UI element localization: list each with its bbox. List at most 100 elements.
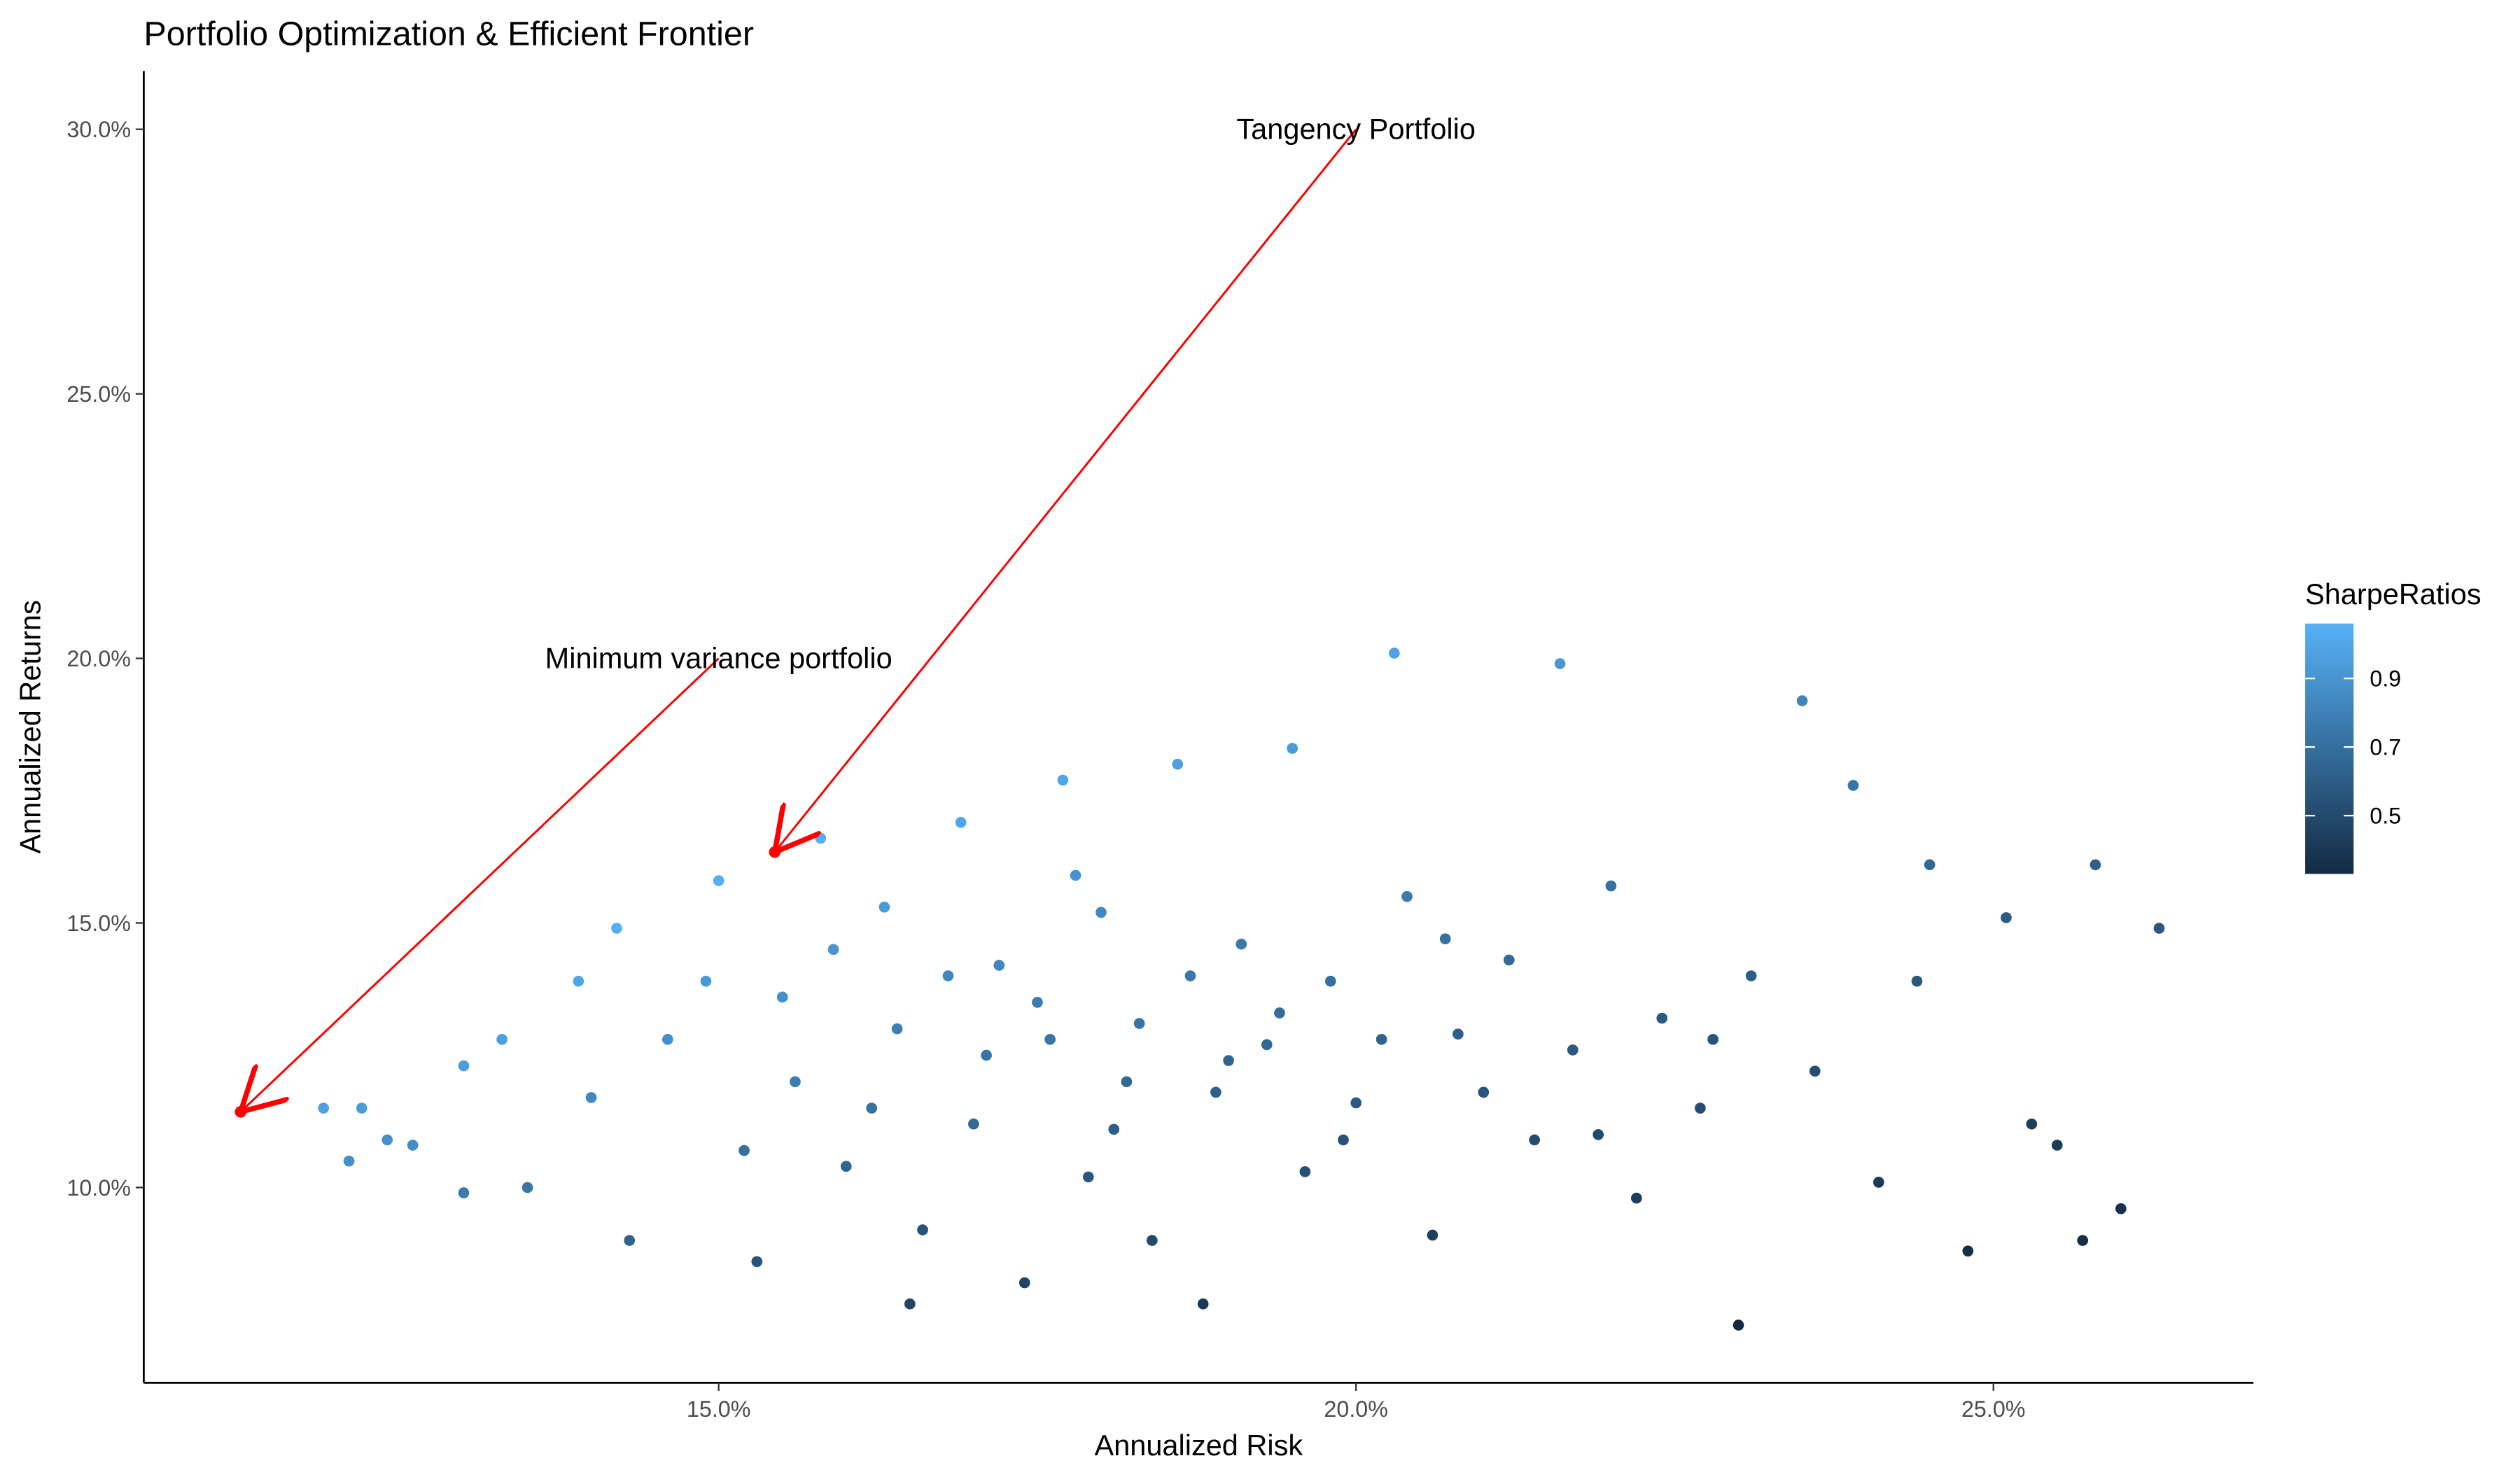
point (955, 817, 967, 828)
point (981, 1049, 992, 1061)
point (611, 923, 622, 934)
point (1032, 997, 1043, 1008)
x-axis-title: Annualized Risk (1094, 1429, 1303, 1462)
point (1592, 1129, 1604, 1140)
point (662, 1033, 673, 1045)
point (343, 1155, 355, 1167)
point (1427, 1229, 1438, 1241)
point (1121, 1076, 1133, 1088)
point (1503, 954, 1515, 966)
point (318, 1102, 329, 1114)
point (1082, 1171, 1094, 1183)
chart-title: Portfolio Optimization & Efficient Front… (144, 15, 754, 53)
point (751, 1256, 763, 1268)
point (1376, 1033, 1387, 1045)
point (866, 1102, 878, 1114)
point (1146, 1235, 1158, 1246)
y-axis-title: Annualized Returns (14, 600, 47, 853)
point (1707, 1033, 1718, 1045)
point (1197, 1298, 1209, 1310)
point (891, 1023, 903, 1035)
point (827, 944, 839, 955)
point (2077, 1235, 2089, 1246)
point (1338, 1134, 1349, 1146)
point (1261, 1039, 1273, 1051)
point (1350, 1097, 1362, 1109)
point (407, 1140, 419, 1151)
point (1324, 975, 1336, 987)
point (1796, 695, 1808, 706)
point (700, 975, 712, 987)
point (1133, 1018, 1145, 1029)
point (878, 901, 890, 913)
annotation-arrow (775, 128, 1357, 853)
y-tick-label: 25.0% (66, 382, 131, 407)
point (1236, 938, 1247, 950)
point (1172, 758, 1184, 770)
point (1018, 1277, 1030, 1289)
point (2090, 859, 2101, 871)
x-tick-label: 25.0% (1961, 1396, 2026, 1422)
highlight-point (769, 846, 781, 858)
point (458, 1060, 470, 1072)
point (1274, 1007, 1285, 1018)
point (2051, 1140, 2063, 1151)
point (573, 975, 584, 987)
point (1567, 1044, 1578, 1056)
point (1108, 1124, 1120, 1135)
point (496, 1033, 507, 1045)
point (904, 1298, 916, 1310)
highlight-point (234, 1106, 247, 1118)
point (1605, 880, 1617, 892)
point (585, 1092, 597, 1103)
y-tick-label: 20.0% (66, 646, 131, 671)
point (1299, 1166, 1311, 1177)
point (790, 1076, 801, 1088)
point (2026, 1118, 2038, 1130)
point (522, 1182, 533, 1194)
annotation-label: Minimum variance portfolio (545, 641, 892, 674)
point (1044, 1033, 1056, 1045)
point (1070, 869, 1082, 881)
point (1210, 1086, 1222, 1098)
point (356, 1102, 368, 1114)
point (1096, 906, 1107, 918)
point (917, 1224, 928, 1236)
point (1847, 780, 1859, 791)
point (1439, 933, 1451, 945)
colorbar-label: 0.9 (2370, 666, 2401, 692)
point (1401, 890, 1413, 902)
annotation-label: Tangency Portfolio (1236, 113, 1476, 146)
point (1452, 1028, 1464, 1040)
colorbar-label: 0.5 (2370, 804, 2401, 829)
point (1745, 970, 1757, 981)
legend-title: SharpeRatios (2305, 578, 2482, 610)
y-tick-label: 10.0% (66, 1175, 131, 1200)
point (1809, 1065, 1821, 1077)
point (1924, 859, 1935, 871)
point (1057, 774, 1069, 786)
point (1223, 1055, 1234, 1066)
point (1478, 1086, 1490, 1098)
colorbar-label: 0.7 (2370, 735, 2401, 760)
point (1529, 1134, 1541, 1146)
x-tick-label: 15.0% (687, 1396, 751, 1422)
point (968, 1118, 979, 1130)
point (776, 991, 788, 1003)
point (1732, 1320, 1744, 1331)
annotation-arrow (241, 657, 720, 1112)
point (1656, 1012, 1668, 1024)
point (1872, 1177, 1884, 1188)
point (942, 970, 954, 981)
point (1911, 975, 1923, 987)
point (1630, 1192, 1642, 1204)
point (2115, 1203, 2127, 1214)
point (738, 1144, 750, 1156)
point (1388, 648, 1400, 659)
point (713, 875, 724, 886)
y-tick-label: 30.0% (66, 117, 131, 142)
colorbar (2305, 623, 2354, 874)
x-tick-label: 20.0% (1324, 1396, 1388, 1422)
point (2001, 912, 2012, 923)
